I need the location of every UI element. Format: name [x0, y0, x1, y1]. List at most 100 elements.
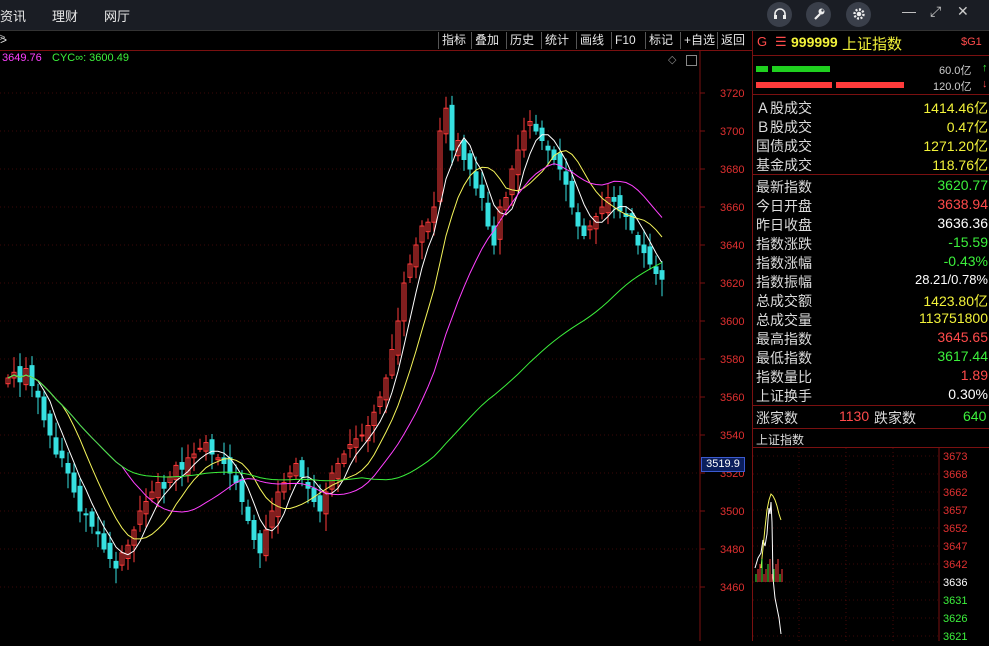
- chart-left-arrow-icon[interactable]: >: [0, 32, 6, 44]
- intraday-mini-chart[interactable]: 3673 3668 3662 3657 3652 3647 3642 3636 3631 3626…: [753, 448, 989, 641]
- turnover-row-a: Ａ股成交 1414.46亿: [756, 100, 988, 116]
- mini-axis-label: 3652: [943, 523, 967, 535]
- flow-label-2: 120.0亿: [933, 81, 972, 93]
- stat-volume: 总成交量 113751800: [756, 310, 988, 328]
- stat-turnover-rate: 上证换手 0.30%: [756, 386, 988, 404]
- candle-body: [575, 212, 581, 227]
- candle-body: [41, 396, 47, 421]
- candle-body: [293, 463, 299, 477]
- candle-body: [443, 107, 449, 135]
- chart-toolbar: > 指标 叠加 历史 统计 画线 F10 标记 +自选 返回: [0, 31, 752, 51]
- mini-axis-label: 3673: [943, 451, 967, 463]
- candle-body: [557, 153, 563, 170]
- maximize-icon[interactable]: ⤢: [930, 3, 942, 19]
- candle-body: [395, 320, 401, 356]
- candle-body: [77, 485, 83, 512]
- intraday-price-line: [754, 501, 782, 635]
- candle-body: [215, 457, 221, 461]
- candle-body: [71, 472, 77, 493]
- mark-button[interactable]: 标记: [645, 32, 676, 49]
- candle-body: [389, 349, 395, 376]
- kline-chart[interactable]: 3720 3700 3680 3660 3640 3620 3600 3580 3560 3540…: [0, 32, 752, 641]
- up-count-label: 涨家数: [756, 410, 798, 426]
- add-watchlist-button[interactable]: +自选: [680, 32, 718, 49]
- candle-body: [377, 396, 383, 407]
- candle-body: [23, 368, 29, 386]
- cursor-price-tag: 3519.9: [701, 457, 745, 472]
- candle-body: [527, 121, 533, 126]
- turnover-row-bond: 国债成交 1271.20亿: [756, 138, 988, 154]
- candle-body: [191, 453, 197, 459]
- stat-low: 最低指数 3617.44: [756, 348, 988, 366]
- flow-bar-green: [772, 66, 830, 72]
- flow-bar-red-2: [836, 82, 904, 88]
- price-axis-label: 3580: [720, 354, 744, 366]
- price-axis-label: 3620: [720, 278, 744, 290]
- candle-body: [491, 225, 497, 246]
- expand-arrow-icon[interactable]: >: [0, 33, 8, 47]
- price-axis-label: 3700: [720, 126, 744, 138]
- candle-body: [503, 197, 509, 211]
- wrench-icon[interactable]: [806, 2, 831, 27]
- f10-button[interactable]: F10: [611, 32, 639, 49]
- mini-axis-label: 3626: [943, 613, 967, 625]
- turnover-row-b: Ｂ股成交 0.47亿: [756, 119, 988, 135]
- candle-body: [53, 437, 59, 455]
- diamond-icon[interactable]: ◇: [668, 54, 677, 66]
- menu-finance[interactable]: 理财: [52, 9, 79, 24]
- candle-body: [275, 491, 281, 518]
- candle-body: [599, 206, 605, 215]
- candle-body: [359, 434, 365, 437]
- minimize-icon[interactable]: —: [902, 3, 916, 19]
- menu-online-hall[interactable]: 网厅: [104, 9, 131, 24]
- candle-body: [197, 447, 203, 450]
- stock-code: 999999: [791, 34, 838, 50]
- candle-body: [173, 464, 179, 481]
- candle-body: [257, 533, 263, 554]
- candle-body: [407, 263, 413, 278]
- mini-axis-label: 3657: [943, 505, 967, 517]
- candle-body: [125, 544, 131, 560]
- candle-body: [659, 270, 665, 280]
- menu-news[interactable]: 资讯: [0, 9, 27, 24]
- ma20-line: [7, 163, 663, 513]
- candle-body: [581, 225, 587, 236]
- back-button[interactable]: 返回: [717, 32, 748, 49]
- candle-body: [101, 533, 107, 550]
- ma10-line: [7, 150, 663, 540]
- statistics-button[interactable]: 统计: [541, 32, 572, 49]
- candle-body: [185, 457, 191, 476]
- candle-body: [209, 439, 215, 455]
- stat-open: 今日开盘 3638.94: [756, 196, 988, 214]
- close-icon[interactable]: ✕: [957, 3, 969, 19]
- candle-body: [425, 221, 431, 233]
- candle-body: [611, 197, 617, 202]
- flow-arrow-down-icon: ↓: [982, 78, 988, 90]
- candle-body: [635, 235, 641, 246]
- draw-line-button[interactable]: 画线: [576, 32, 607, 49]
- overlay-button[interactable]: 叠加: [471, 32, 502, 49]
- candle-body: [605, 197, 611, 214]
- candle-body: [179, 462, 185, 470]
- gear-icon[interactable]: [846, 2, 871, 27]
- candle-body: [83, 513, 89, 516]
- price-axis-label: 3680: [720, 164, 744, 176]
- candle-body: [107, 542, 113, 559]
- mini-axis-label: 3636: [943, 577, 967, 589]
- stat-prev-close: 昨日收盘 3636.36: [756, 215, 988, 233]
- candle-body: [89, 511, 95, 527]
- candle-body: [317, 495, 323, 512]
- headset-icon[interactable]: [767, 2, 792, 27]
- candle-body: [143, 501, 149, 515]
- price-axis-label: 3560: [720, 392, 744, 404]
- candle-body: [509, 168, 515, 196]
- history-button[interactable]: 历史: [506, 32, 537, 49]
- candle-body: [545, 145, 551, 151]
- panel-menu-icon[interactable]: ☰: [775, 34, 787, 49]
- candle-body: [353, 438, 359, 448]
- candle-body: [155, 482, 161, 499]
- stat-volume-ratio: 指数量比 1.89: [756, 367, 988, 385]
- price-axis-label: 3460: [720, 582, 744, 594]
- indicator-button[interactable]: 指标: [438, 32, 469, 49]
- window-toggle-icon[interactable]: [686, 55, 697, 66]
